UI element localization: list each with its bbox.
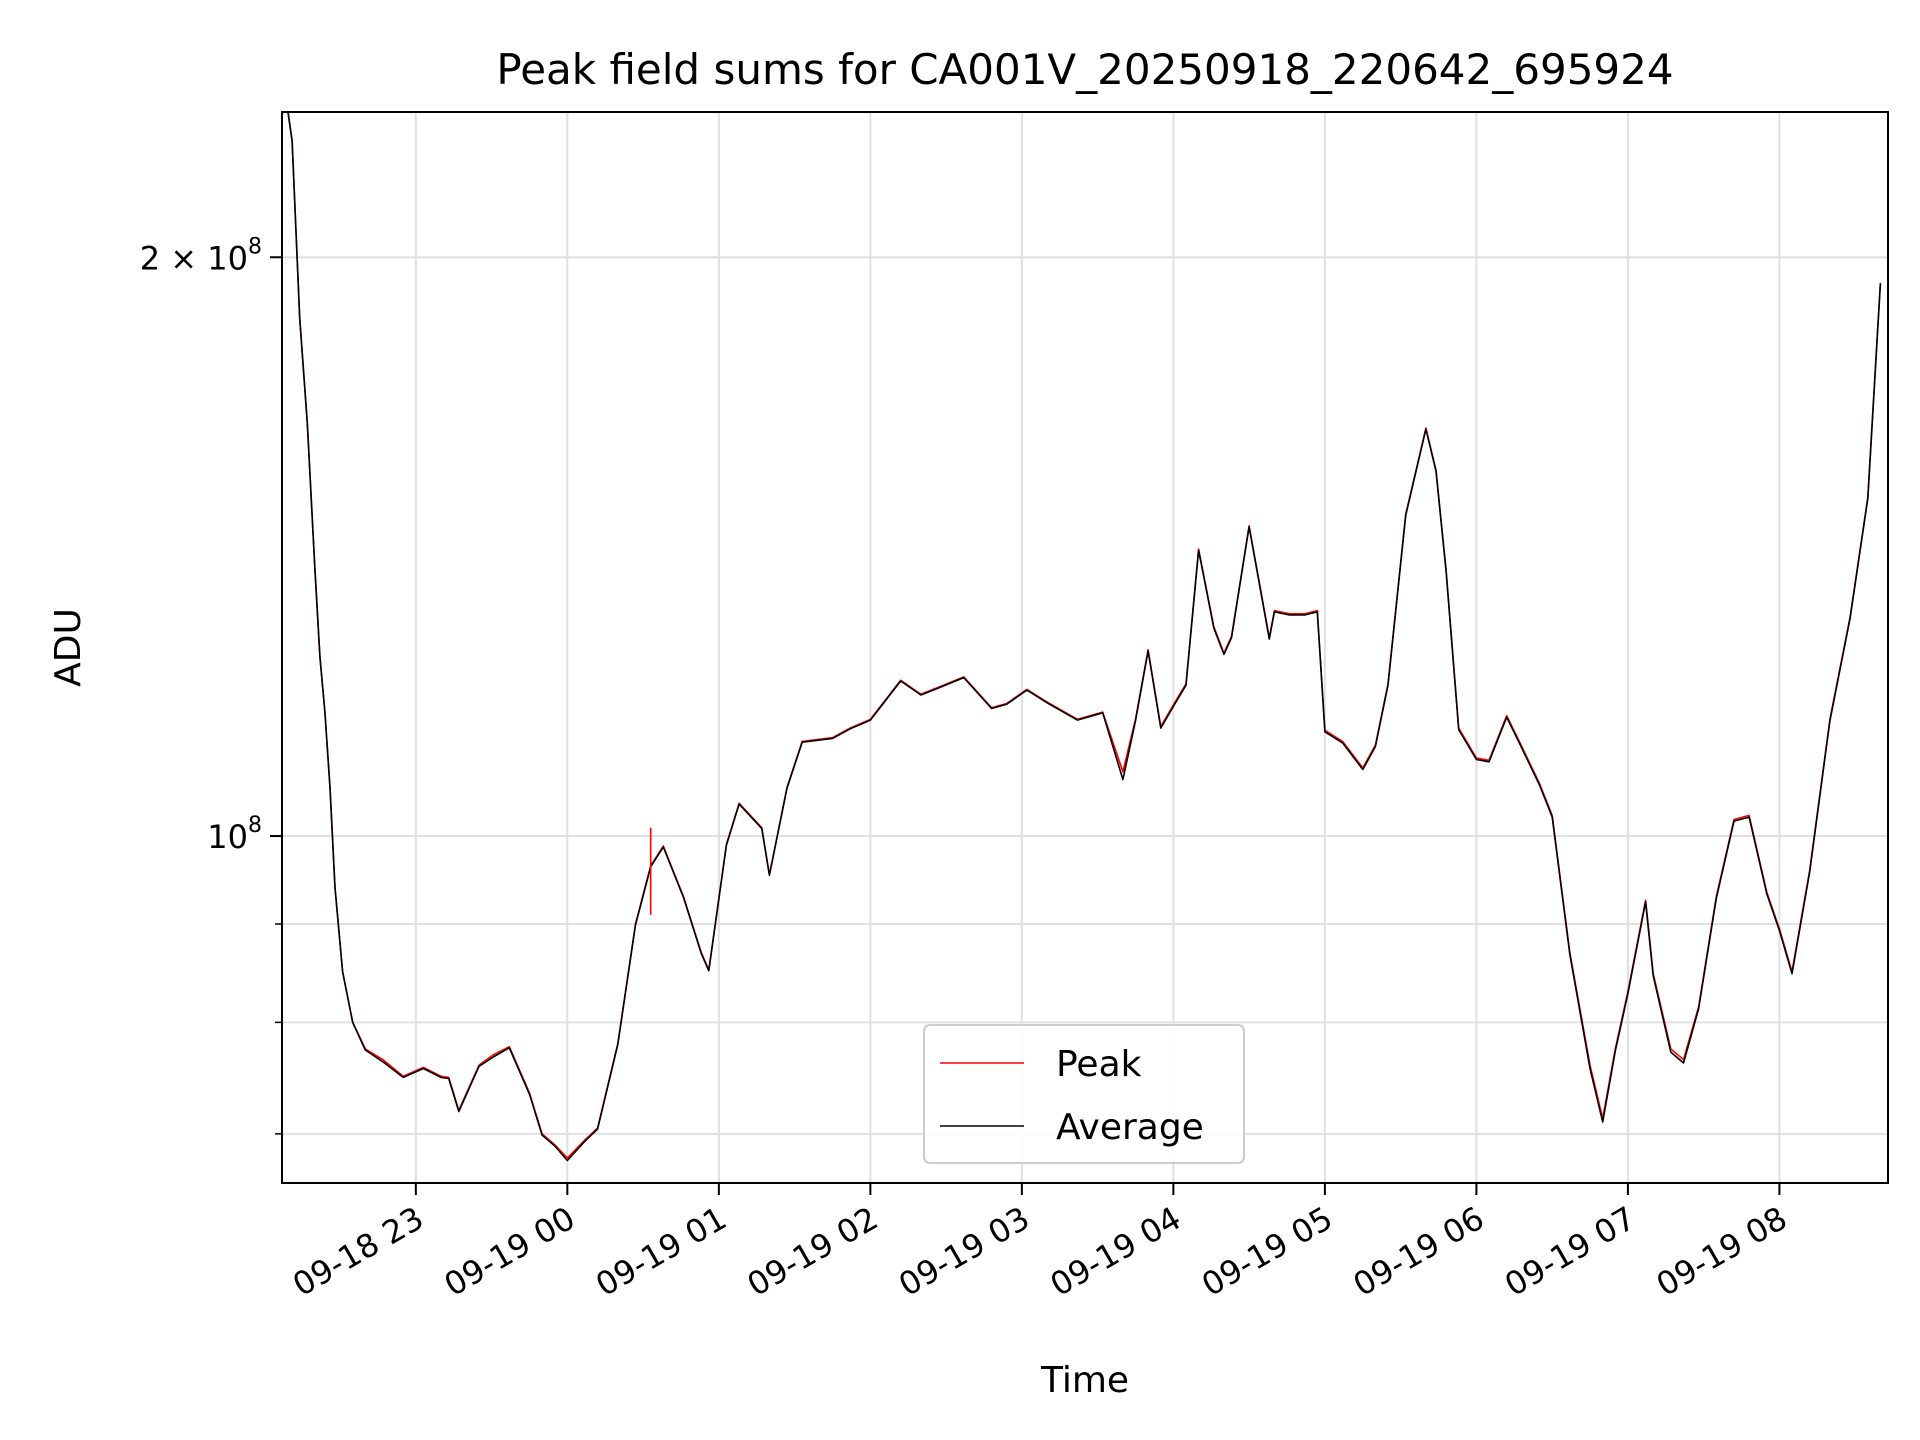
chart-title: Peak field sums for CA001V_20250918_2206… [496,45,1673,94]
series-line-average [287,112,1882,1162]
legend-box [923,1024,1245,1164]
y-axis-label: ADU [48,608,89,687]
y-axis-ticks: 108 2 × 108 [140,234,282,1135]
legend: Peak Average [923,1024,1245,1164]
plot-lines [287,112,1882,1162]
legend-label-average: Average [1056,1107,1204,1148]
grid [282,112,1888,1183]
plot-frame [281,111,1889,1184]
legend-label-peak: Peak [1056,1044,1142,1085]
y-tick-label: 108 [207,813,262,856]
x-axis-label: Time [1040,1360,1129,1401]
y-tick-label: 2 × 108 [140,234,262,277]
